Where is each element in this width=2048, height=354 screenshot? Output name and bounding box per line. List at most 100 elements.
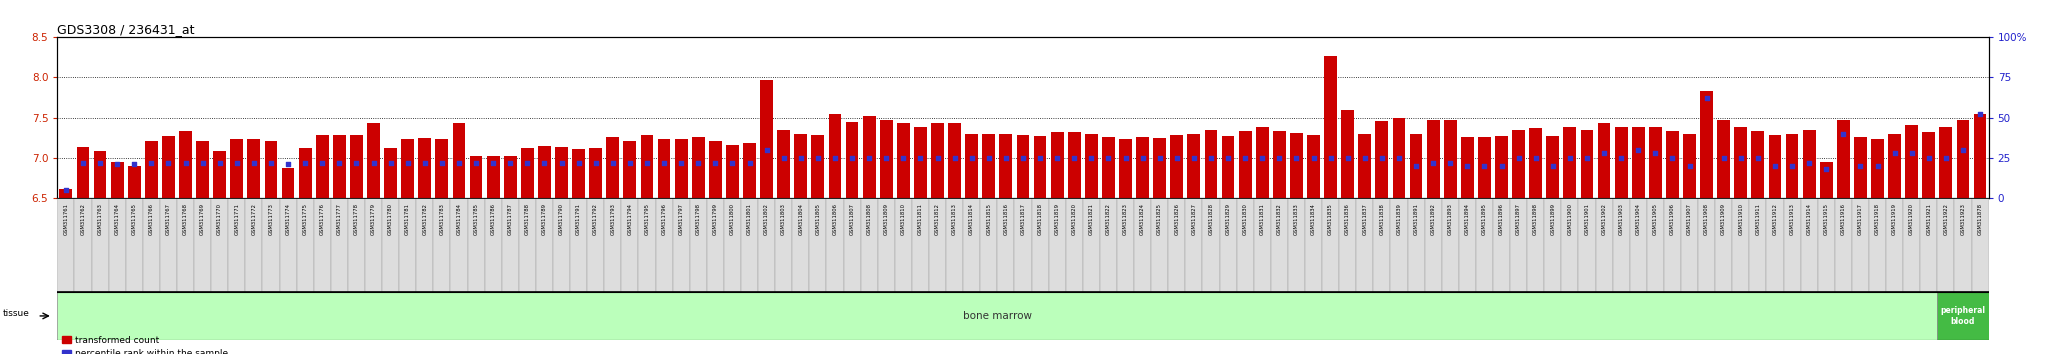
- Text: GSM311814: GSM311814: [969, 203, 975, 235]
- Point: [1331, 155, 1364, 161]
- Text: GSM311825: GSM311825: [1157, 203, 1161, 235]
- Bar: [1051, 132, 1063, 198]
- Bar: [1425, 198, 1442, 292]
- Point: [1366, 155, 1399, 161]
- Point: [1348, 155, 1380, 161]
- Bar: [690, 198, 707, 292]
- Point: [1536, 163, 1569, 169]
- Text: GSM311900: GSM311900: [1567, 203, 1573, 235]
- Bar: [1851, 198, 1870, 292]
- Text: peripheral
blood: peripheral blood: [1939, 306, 1985, 326]
- Bar: [297, 198, 313, 292]
- Bar: [1561, 198, 1579, 292]
- Text: GSM311812: GSM311812: [936, 203, 940, 235]
- Bar: [539, 146, 551, 198]
- Text: GSM311906: GSM311906: [1669, 203, 1675, 235]
- Point: [1468, 163, 1501, 169]
- Text: GSM311828: GSM311828: [1208, 203, 1214, 235]
- Bar: [1202, 198, 1219, 292]
- Text: GSM311895: GSM311895: [1483, 203, 1487, 235]
- Text: GSM311833: GSM311833: [1294, 203, 1298, 235]
- Bar: [997, 198, 1014, 292]
- Bar: [334, 135, 346, 198]
- Point: [545, 160, 578, 166]
- Bar: [1647, 198, 1663, 292]
- Point: [698, 160, 731, 166]
- Point: [1194, 155, 1227, 161]
- Point: [580, 160, 612, 166]
- Bar: [1495, 136, 1507, 198]
- Bar: [1169, 136, 1184, 198]
- Point: [272, 161, 305, 167]
- Point: [938, 155, 971, 161]
- Bar: [125, 198, 143, 292]
- Point: [1040, 155, 1073, 161]
- Text: GSM311912: GSM311912: [1772, 203, 1778, 235]
- Bar: [897, 122, 909, 198]
- Point: [903, 155, 936, 161]
- Bar: [213, 151, 225, 198]
- Bar: [1905, 125, 1919, 198]
- Text: GSM311799: GSM311799: [713, 203, 719, 235]
- Text: GSM311785: GSM311785: [473, 203, 479, 235]
- Text: GSM311809: GSM311809: [885, 203, 889, 235]
- Bar: [313, 198, 332, 292]
- Bar: [520, 148, 535, 198]
- Bar: [1305, 198, 1323, 292]
- Bar: [176, 198, 195, 292]
- Bar: [1681, 198, 1698, 292]
- Text: GSM311831: GSM311831: [1260, 203, 1266, 235]
- Bar: [1872, 139, 1884, 198]
- Point: [459, 160, 492, 166]
- Bar: [913, 127, 928, 198]
- Bar: [145, 141, 158, 198]
- Text: GSM311816: GSM311816: [1004, 203, 1008, 235]
- Bar: [178, 131, 193, 198]
- Text: GSM311904: GSM311904: [1636, 203, 1640, 235]
- Text: GSM311909: GSM311909: [1720, 203, 1726, 235]
- Text: GSM311808: GSM311808: [866, 203, 872, 235]
- Text: GSM311810: GSM311810: [901, 203, 905, 235]
- Bar: [385, 148, 397, 198]
- Bar: [1409, 134, 1423, 198]
- Point: [1929, 155, 1962, 161]
- Bar: [1325, 57, 1337, 198]
- Bar: [1407, 198, 1425, 292]
- Point: [596, 160, 629, 166]
- Text: GSM311800: GSM311800: [729, 203, 735, 235]
- Point: [510, 160, 543, 166]
- Bar: [655, 198, 672, 292]
- Bar: [965, 134, 979, 198]
- Point: [1964, 112, 1997, 117]
- Bar: [727, 145, 739, 198]
- Text: GSM311817: GSM311817: [1020, 203, 1026, 235]
- Text: tissue: tissue: [2, 309, 31, 318]
- Bar: [1188, 134, 1200, 198]
- Bar: [1223, 136, 1235, 198]
- Text: GSM311896: GSM311896: [1499, 203, 1503, 235]
- Bar: [1767, 198, 1784, 292]
- Bar: [467, 198, 485, 292]
- Bar: [1118, 139, 1133, 198]
- Bar: [983, 134, 995, 198]
- Bar: [1614, 127, 1628, 198]
- Text: GSM311910: GSM311910: [1739, 203, 1743, 235]
- Bar: [1632, 127, 1645, 198]
- Point: [1741, 155, 1774, 161]
- Bar: [1393, 118, 1405, 198]
- Text: GSM311901: GSM311901: [1585, 203, 1589, 235]
- Bar: [741, 198, 758, 292]
- Text: GSM311802: GSM311802: [764, 203, 770, 235]
- Bar: [229, 139, 244, 198]
- Point: [1006, 155, 1038, 161]
- Bar: [518, 198, 537, 292]
- Bar: [1784, 198, 1800, 292]
- Bar: [930, 198, 946, 292]
- Bar: [1272, 198, 1288, 292]
- Point: [1075, 155, 1108, 161]
- Bar: [588, 198, 604, 292]
- Text: GSM311824: GSM311824: [1141, 203, 1145, 235]
- Bar: [1665, 131, 1679, 198]
- Text: GSM311822: GSM311822: [1106, 203, 1110, 235]
- Bar: [723, 198, 741, 292]
